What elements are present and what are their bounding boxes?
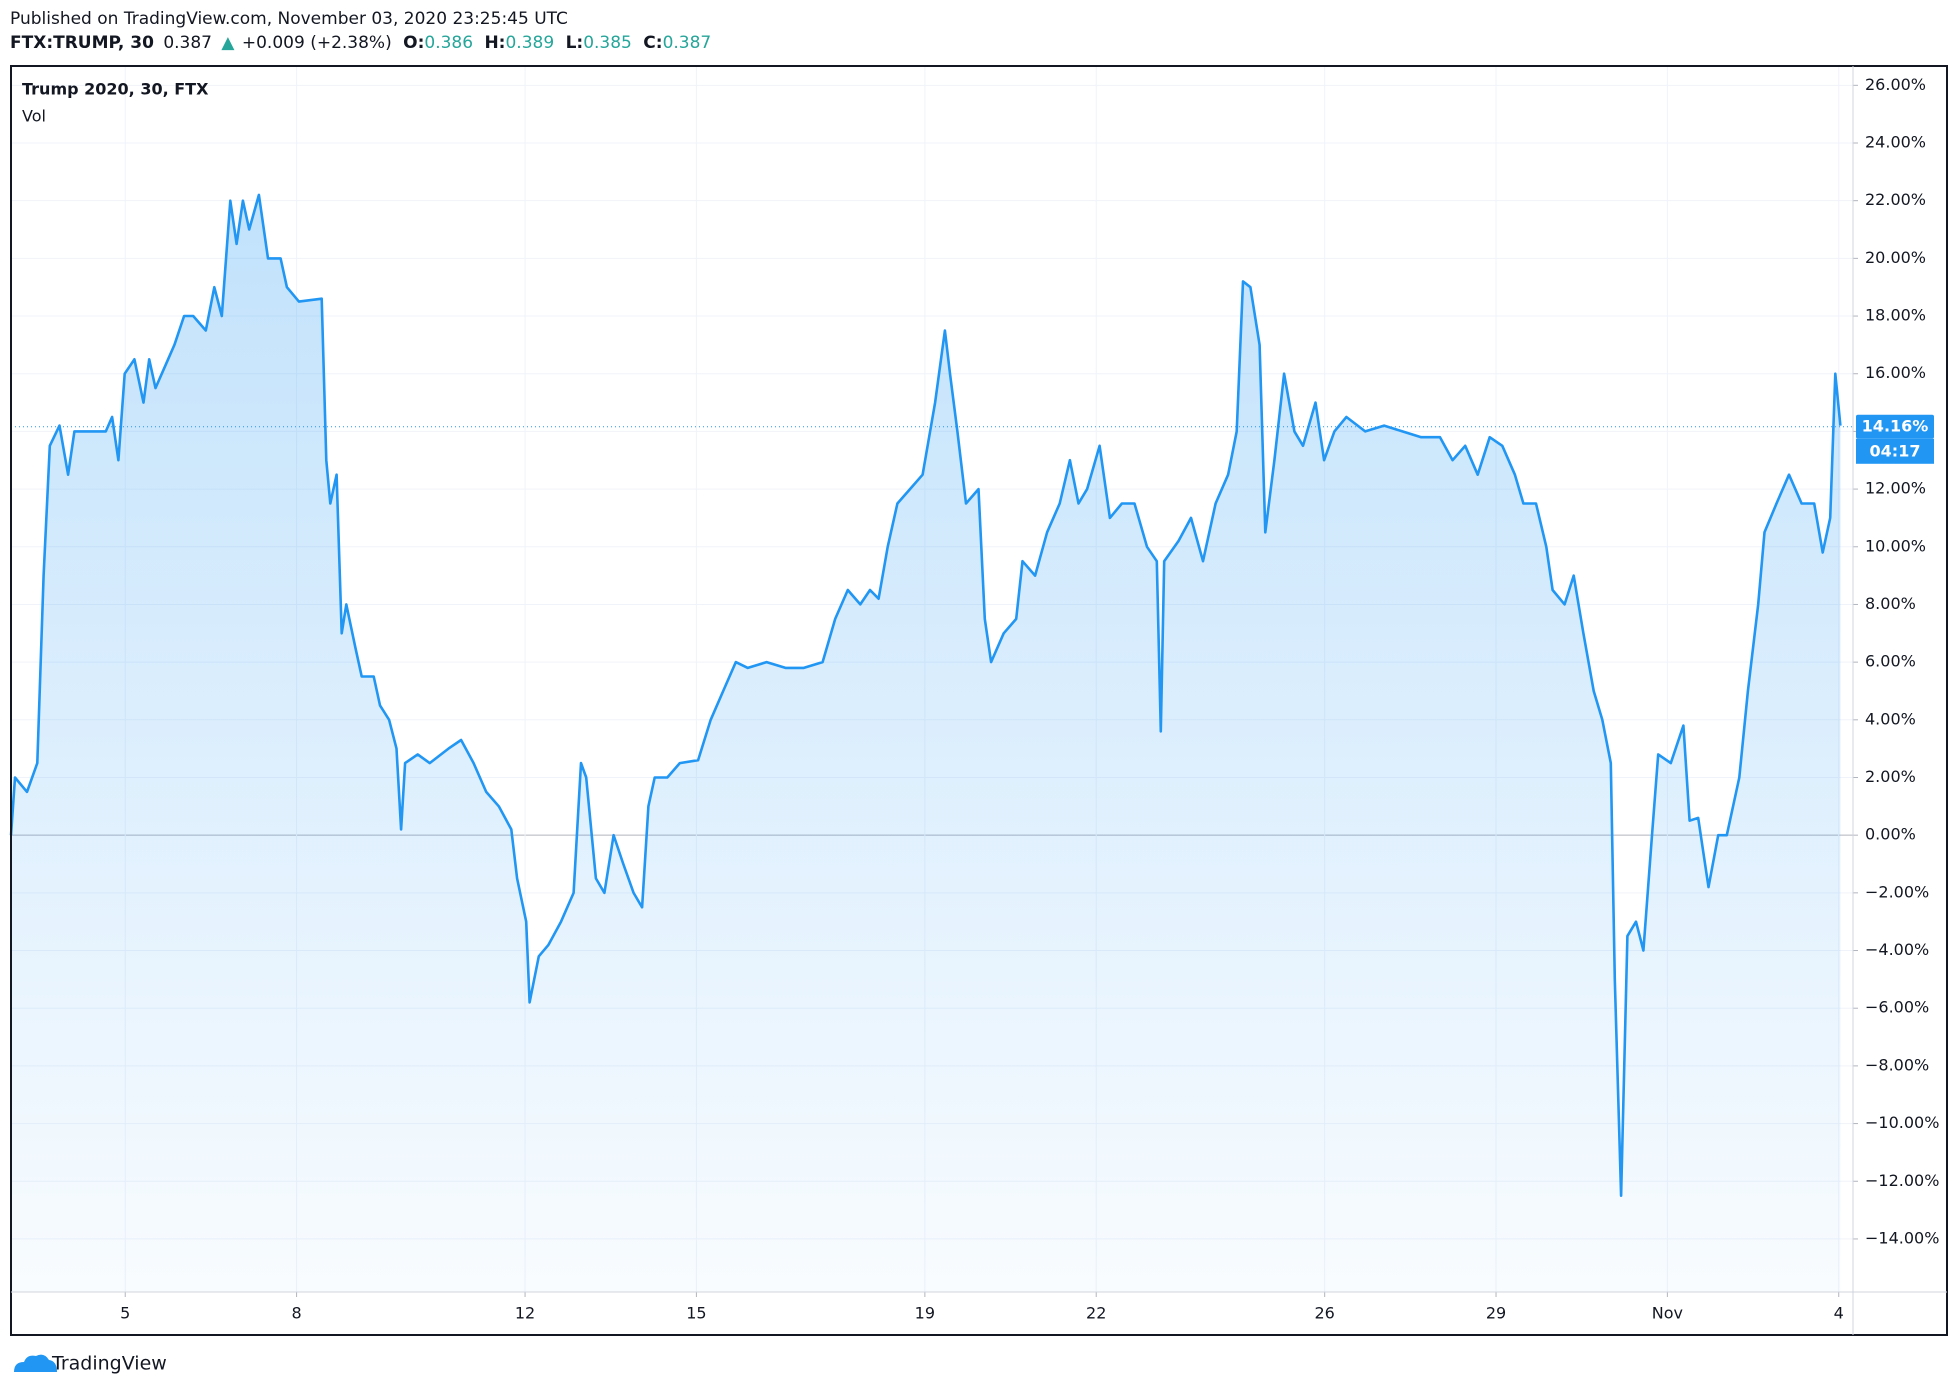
x-tick-label: 4: [1834, 1304, 1844, 1323]
symbol-line: FTX:TRUMP, 30 0.387 ▲ +0.009 (+2.38%) O:…: [10, 33, 711, 53]
low-value: 0.385: [583, 33, 632, 53]
y-tick-label: 10.00%: [1865, 536, 1926, 555]
open-value: 0.386: [424, 33, 473, 53]
y-tick-label: −6.00%: [1865, 998, 1929, 1017]
high-value: 0.389: [505, 33, 554, 53]
x-tick-label: 26: [1314, 1304, 1334, 1323]
countdown-badge: [1856, 438, 1934, 464]
y-tick-label: 6.00%: [1865, 652, 1916, 671]
close-value: 0.387: [663, 33, 712, 53]
last-price: 0.387: [163, 33, 212, 53]
low-label: L:: [566, 33, 584, 53]
x-tick-label: Nov: [1652, 1304, 1683, 1323]
plot: −14.00% −12.00% −10.00% −8.00% −6.00% −4.00% −…: [9, 66, 1939, 1323]
y-tick-label: 24.00%: [1865, 133, 1926, 152]
symbol: FTX:TRUMP, 30: [10, 33, 154, 53]
y-tick-label: −14.00%: [1865, 1228, 1939, 1247]
up-arrow: ▲: [221, 33, 235, 53]
logo-icon: [14, 1354, 57, 1372]
y-tick-label: −8.00%: [1865, 1055, 1929, 1074]
x-tick-label: 12: [515, 1304, 535, 1323]
last-value-label: 14.16%: [1862, 416, 1929, 435]
y-tick-label: 2.00%: [1865, 767, 1916, 786]
y-tick-label: −4.00%: [1865, 940, 1929, 959]
legend-title: Trump 2020, 30, FTX: [22, 80, 209, 99]
y-tick-label: −12.00%: [1865, 1171, 1939, 1190]
x-tick-label: 5: [120, 1304, 130, 1323]
chart-frame: [10, 65, 1948, 1336]
x-tick-label: 8: [291, 1304, 301, 1323]
high-label: H:: [484, 33, 505, 53]
y-tick-label: −10.00%: [1865, 1113, 1939, 1132]
countdown-label: 04:17: [1870, 441, 1921, 460]
y-tick-label: 26.00%: [1865, 75, 1926, 94]
published-line: Published on TradingView.com, November 0…: [10, 9, 568, 29]
close-label: C:: [643, 33, 662, 53]
open-label: O:: [403, 33, 424, 53]
change: +0.009 (+2.38%): [242, 33, 392, 53]
y-tick-label: 18.00%: [1865, 306, 1926, 325]
y-tick-label: 4.00%: [1865, 709, 1916, 728]
y-tick-label: 0.00%: [1865, 825, 1916, 844]
y-tick-label: 8.00%: [1865, 594, 1916, 613]
y-tick-label: −2.00%: [1865, 882, 1929, 901]
y-tick-label: 20.00%: [1865, 248, 1926, 267]
x-tick-label: 29: [1486, 1304, 1506, 1323]
footer-logo: TradingView: [14, 1353, 167, 1375]
brand: TradingView: [51, 1353, 167, 1375]
legend-indicator: Vol: [22, 107, 46, 126]
x-tick-label: 19: [915, 1304, 935, 1323]
y-tick-label: 12.00%: [1865, 479, 1926, 498]
x-tick-label: 15: [686, 1304, 706, 1323]
x-tick-label: 22: [1086, 1304, 1106, 1323]
y-tick-label: 16.00%: [1865, 363, 1926, 382]
last-value-badge: [1856, 414, 1934, 439]
area-fill: [11, 194, 1841, 1292]
price-line: [9, 193, 1842, 1197]
y-tick-label: 22.00%: [1865, 190, 1926, 209]
